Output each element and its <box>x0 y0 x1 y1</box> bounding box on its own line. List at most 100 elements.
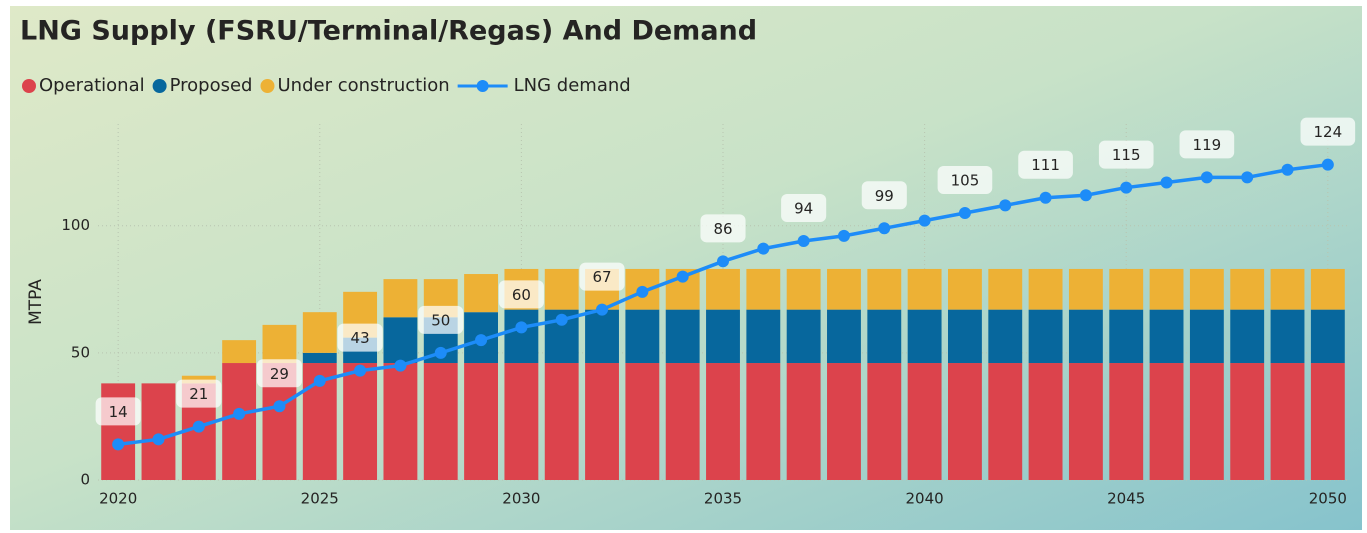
demand-point <box>1079 189 1092 202</box>
demand-point <box>555 313 568 326</box>
bar-segment <box>1270 309 1305 364</box>
x-tick-label: 2045 <box>1107 490 1145 508</box>
bar-segment <box>504 363 539 480</box>
demand-point <box>1120 181 1133 194</box>
legend-label: Under construction <box>277 75 449 96</box>
demand-point <box>878 222 891 235</box>
data-label-box <box>937 166 993 194</box>
bar-segment <box>1109 363 1144 480</box>
bar-segment <box>1230 268 1265 310</box>
bar-segment <box>907 363 942 480</box>
demand-point <box>837 229 850 242</box>
bar-segment <box>1028 363 1063 480</box>
bar-segment <box>1028 268 1063 310</box>
bar-segment <box>706 268 740 310</box>
bar-segment <box>1189 268 1224 310</box>
bar-segment <box>1068 309 1103 364</box>
data-label: 115 <box>1112 146 1141 164</box>
data-label: 67 <box>592 268 611 286</box>
bar-segment <box>1109 309 1144 364</box>
x-tick-label: 2035 <box>704 490 742 508</box>
data-label-box <box>1098 140 1154 169</box>
bar-segment <box>1270 363 1305 480</box>
demand-point <box>1241 171 1254 184</box>
bar-segment <box>1149 268 1184 310</box>
data-label: 124 <box>1314 123 1343 141</box>
data-label-box <box>498 280 544 309</box>
bar-segment <box>665 309 700 364</box>
bar-segment <box>746 309 781 364</box>
data-label-box <box>95 397 141 426</box>
bar-segment <box>706 363 740 480</box>
demand-point <box>1281 163 1294 176</box>
bar-segment <box>665 363 700 480</box>
demand-point <box>797 234 810 247</box>
data-label: 119 <box>1193 136 1222 154</box>
bar-segment <box>867 268 902 310</box>
bar-segment <box>746 268 781 310</box>
bar-segment <box>302 352 337 364</box>
bar-segment <box>544 363 579 480</box>
bar-segment <box>786 268 821 310</box>
demand-point <box>1321 158 1334 171</box>
legend-marker <box>152 79 167 93</box>
demand-point <box>918 214 931 227</box>
demand-point <box>999 199 1012 212</box>
bar-segment <box>1230 363 1265 480</box>
demand-point <box>233 407 246 420</box>
bar-segment <box>585 309 619 364</box>
x-tick-label: 2030 <box>502 490 540 508</box>
y-axis-label: MTPA <box>26 279 46 325</box>
bar-segment <box>907 268 942 310</box>
data-label: 50 <box>431 311 450 329</box>
bar-segment <box>827 309 861 364</box>
demand-point <box>112 438 125 451</box>
bar-segment <box>706 309 740 364</box>
legend-label: LNG demand <box>514 75 631 96</box>
y-tick-label: 0 <box>80 471 90 489</box>
bar-segment <box>1310 309 1345 364</box>
bar-segment <box>222 363 257 480</box>
bar-segment <box>948 363 982 480</box>
legend-marker <box>476 80 489 92</box>
y-tick-label: 50 <box>71 343 90 361</box>
data-label-box <box>176 379 222 408</box>
demand-point <box>354 364 367 377</box>
legend-label: Operational <box>39 75 145 96</box>
data-label-box <box>781 193 827 222</box>
bar-segment <box>1270 268 1305 310</box>
bar-segment <box>1149 363 1184 480</box>
data-label: 21 <box>189 385 208 403</box>
data-label: 94 <box>794 199 813 217</box>
bar-segment <box>988 309 1023 364</box>
x-tick-label: 2025 <box>301 490 339 508</box>
bar-segment <box>504 309 539 364</box>
chart-title: LNG Supply (FSRU/Terminal/Regas) And Dem… <box>20 16 757 47</box>
data-label-box <box>861 181 907 210</box>
bar-segment <box>1149 309 1184 364</box>
demand-point <box>192 420 205 433</box>
data-label-box <box>418 305 464 334</box>
bar-segment <box>827 268 861 310</box>
data-label-box <box>579 262 625 291</box>
data-label: 105 <box>951 172 980 190</box>
demand-point <box>475 334 488 347</box>
demand-point <box>757 242 770 255</box>
demand-point <box>596 303 609 316</box>
bar-segment <box>625 309 660 364</box>
demand-point <box>434 346 447 359</box>
data-label: 60 <box>512 286 531 304</box>
data-label: 43 <box>351 329 370 347</box>
bar-segment <box>988 363 1023 480</box>
demand-point <box>152 433 165 446</box>
x-tick-label: 2040 <box>906 490 944 508</box>
data-label: 86 <box>713 220 732 238</box>
demand-point <box>676 270 689 283</box>
data-label-box <box>256 359 302 388</box>
bar-segment <box>141 383 176 480</box>
bar-segment <box>383 317 418 364</box>
bar-segment <box>1189 363 1224 480</box>
data-label-box <box>337 323 383 352</box>
x-tick-label: 2020 <box>99 490 137 508</box>
